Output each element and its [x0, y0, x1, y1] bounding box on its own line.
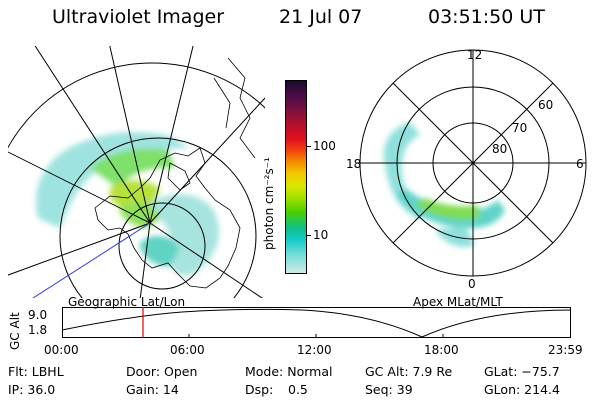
status-gc-alt: GC Alt: 7.9 Re: [365, 364, 453, 379]
mlat-label-60: 60: [538, 98, 554, 112]
aurora-emission-geo: [35, 132, 219, 276]
colorbar-tick: [306, 146, 311, 147]
alt-xtick-2: 12:00: [297, 343, 332, 357]
apex-caption: Apex MLat/MLT: [413, 295, 503, 309]
status-seq: Seq: 39: [365, 382, 413, 397]
aurora-emission-apex: [383, 122, 505, 247]
altitude-curve: [61, 308, 572, 338]
time-label: 03:51:50 UT: [428, 6, 545, 28]
colorbar-tick-10: 10: [313, 228, 329, 242]
geographic-map: [8, 46, 265, 298]
status-mode: Mode: Normal: [245, 364, 333, 379]
status-dsp-label: Dsp:: [245, 382, 274, 397]
alt-xtick-3: 18:00: [424, 343, 459, 357]
date-label: 21 Jul 07: [279, 6, 363, 28]
status-glon: GLon: 214.4: [484, 382, 560, 397]
mlat-label-70: 70: [512, 121, 528, 135]
colorbar: [285, 80, 307, 274]
status-filter: Flt: LBHL: [8, 364, 64, 379]
mlt-label-18: 18: [346, 157, 362, 171]
alt-ytick-high: 9.0: [28, 308, 48, 322]
instrument-title: Ultraviolet Imager: [52, 6, 225, 28]
alt-xtick-0: 00:00: [44, 343, 79, 357]
alt-xtick-1: 06:00: [170, 343, 205, 357]
status-ip: IP: 36.0: [8, 382, 56, 397]
geographic-caption: Geographic Lat/Lon: [68, 295, 186, 309]
alt-ytick-low: 1.8: [28, 323, 48, 337]
mlt-label-6: 6: [576, 157, 584, 171]
colorbar-tick-100: 100: [313, 139, 336, 153]
alt-ylabel: GC Alt: [8, 312, 22, 350]
mlt-label-0: 0: [468, 277, 476, 291]
colorbar-unit: photon cm⁻²s⁻¹: [262, 157, 276, 250]
apex-polar-plot: [359, 49, 587, 277]
mlat-label-80: 80: [492, 142, 508, 156]
status-dsp-value: 0.5: [288, 382, 308, 397]
status-glat: GLat: −75.7: [484, 364, 560, 379]
coastline: [94, 147, 241, 289]
status-door: Door: Open: [126, 364, 198, 379]
mlt-label-12: 12: [467, 48, 483, 62]
colorbar-tick: [306, 235, 311, 236]
altitude-plot: [61, 307, 572, 338]
alt-xtick-4: 23:59: [548, 343, 583, 357]
status-gain: Gain: 14: [126, 382, 179, 397]
